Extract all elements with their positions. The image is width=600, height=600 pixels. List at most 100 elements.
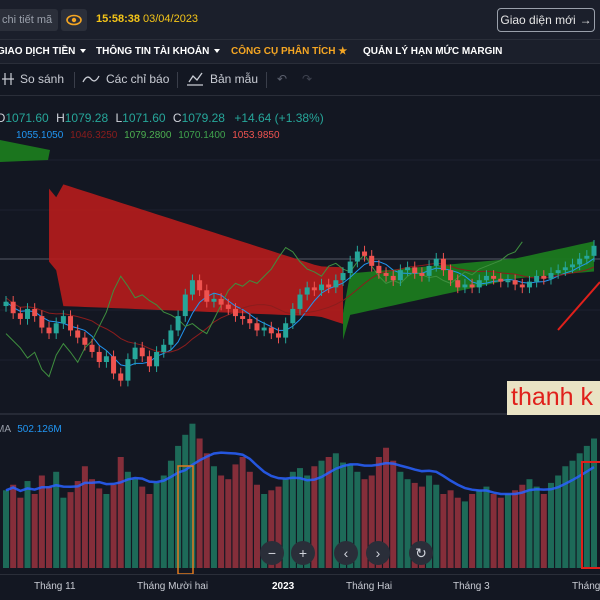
candle-body: [333, 280, 339, 288]
candle-body: [426, 265, 432, 276]
redo-button[interactable]: ↷: [302, 72, 312, 86]
candle-body: [254, 323, 260, 331]
templates-button[interactable]: Bản mẫu: [186, 72, 258, 86]
eye-button[interactable]: [61, 9, 87, 31]
ichimoku-span-b: 1053.9850: [232, 130, 280, 141]
candle-body: [562, 267, 568, 271]
candle-body: [383, 273, 389, 276]
symbol-search-input[interactable]: chi tiết mã: [0, 9, 58, 31]
x-tick: Tháng 11: [34, 581, 76, 592]
menu-cash-transactions[interactable]: GIAO DỊCH TIỀN: [0, 46, 87, 57]
volume-bar: [332, 453, 339, 568]
toolbar-divider: [266, 72, 267, 88]
volume-bar: [153, 482, 160, 568]
menu-account-info[interactable]: THÔNG TIN TÀI KHOẢN: [96, 46, 221, 57]
volume-bar: [268, 490, 275, 568]
volume-bar: [340, 462, 347, 568]
volume-bar: [390, 460, 397, 568]
x-tick: Tháng Mười hai: [137, 581, 209, 592]
zoom-in-button[interactable]: +: [291, 541, 315, 565]
candle-body: [154, 351, 160, 367]
candle-body: [232, 308, 238, 317]
candle-body: [96, 351, 102, 362]
zoom-out-button[interactable]: −: [260, 541, 284, 565]
volume-bar: [547, 482, 554, 568]
ichimoku-kijun: 1046.3250: [70, 130, 118, 141]
volume-bar: [526, 479, 533, 568]
open-value: 1071.60: [5, 111, 49, 125]
scroll-left-button[interactable]: ‹: [334, 541, 358, 565]
candle-body: [10, 301, 16, 314]
reset-icon: ↻: [415, 544, 427, 561]
volume-bar: [318, 460, 325, 568]
volume-bar: [583, 445, 590, 568]
candle-body: [3, 301, 9, 307]
annotation-label: thanh k: [507, 381, 600, 415]
candle-body: [476, 280, 482, 288]
ichimoku-legend: 1055.1050 1046.3250 1079.2800 1070.1400 …: [0, 130, 280, 141]
volume-highlight-box-red: [581, 461, 600, 569]
volume-bar: [562, 466, 569, 568]
candle-body: [247, 318, 253, 324]
ohlc-legend: O1071.60 H1079.28 L1071.60 C1079.28 +14.…: [0, 111, 324, 125]
volume-bar: [3, 490, 9, 568]
candle-body: [311, 287, 317, 291]
volume-bar: [383, 447, 390, 568]
volume-bar: [81, 466, 88, 568]
volume-bar: [361, 479, 368, 568]
volume-bar: [132, 479, 139, 568]
change-value: +14.64 (+1.38%): [234, 111, 324, 125]
candle-body: [189, 280, 195, 295]
volume-bar: [160, 475, 167, 568]
candle-body: [319, 284, 325, 291]
volume-bar: [74, 481, 81, 568]
candle-body: [512, 280, 518, 285]
plus-icon: +: [298, 545, 308, 561]
toolbar-divider: [177, 72, 178, 88]
undo-button[interactable]: ↶: [277, 72, 287, 86]
volume-bar: [576, 453, 583, 568]
compare-label: So sánh: [20, 72, 65, 86]
volume-bar: [253, 484, 260, 568]
indicators-button[interactable]: Các chỉ báo: [82, 72, 169, 86]
candle-body: [412, 267, 418, 274]
volume-bar: [433, 484, 440, 568]
close-label: C: [172, 111, 182, 125]
reset-chart-button[interactable]: ↻: [409, 541, 433, 565]
candle-body: [297, 294, 303, 309]
clock-date: 03/04/2023: [143, 13, 199, 25]
x-tick: Tháng 3: [453, 581, 490, 592]
volume-bar: [476, 490, 483, 568]
volume-bar: [232, 464, 239, 568]
new-layout-button[interactable]: Giao diện mới →: [497, 8, 595, 32]
templates-label: Bản mẫu: [210, 72, 259, 86]
clock-time: 15:58:38: [96, 13, 141, 25]
candle-body: [462, 284, 468, 288]
ichimoku-cloud-bullish: [343, 241, 594, 340]
chevron-right-icon: ›: [375, 545, 381, 561]
volume-bar: [196, 438, 203, 568]
candle-body: [577, 258, 583, 265]
menu-analysis-tools[interactable]: CÔNG CỤ PHÂN TÍCH ★: [231, 46, 347, 57]
candle-body: [111, 356, 117, 374]
annotation-arrow: [557, 281, 600, 331]
compare-button[interactable]: So sánh: [2, 72, 64, 86]
caret-down-icon: [214, 49, 221, 54]
main-menu: GIAO DỊCH TIỀN THÔNG TIN TÀI KHOẢN CÔNG …: [0, 40, 600, 64]
scroll-right-button[interactable]: ›: [366, 541, 390, 565]
volume-bar: [454, 497, 461, 568]
candle-body: [283, 323, 289, 338]
candle-body: [53, 323, 59, 334]
menu-margin-limit[interactable]: QUẢN LÝ HẠN MỨC MARGIN: [363, 46, 502, 57]
minus-icon: −: [267, 545, 277, 561]
candle-body: [89, 344, 95, 352]
new-layout-label: Giao diện mới: [500, 13, 576, 27]
volume-bar: [375, 457, 382, 568]
volume-bar: [17, 497, 24, 568]
volume-bar: [469, 494, 476, 568]
volume-bar: [210, 466, 217, 568]
volume-bar: [225, 479, 232, 568]
volume-bar: [203, 453, 210, 568]
menu-label: QUẢN LÝ HẠN MỨC MARGIN: [363, 46, 503, 57]
